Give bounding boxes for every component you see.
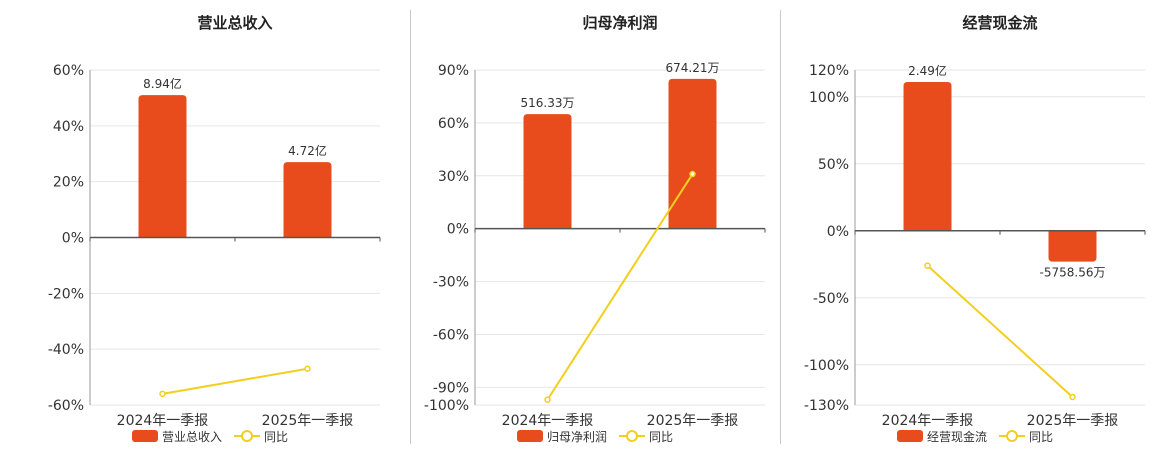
yoy-point <box>304 365 311 372</box>
x-tick-label: 2024年一季报 <box>117 413 209 429</box>
bar-data-label: 516.33万 <box>521 96 575 110</box>
x-tick-label: 2025年一季报 <box>262 413 354 429</box>
y-tick-label: -60% <box>433 327 469 343</box>
yoy-point <box>159 390 166 398</box>
bar <box>283 162 332 238</box>
legend-line-label: 同比 <box>1029 430 1053 444</box>
y-tick-label: 50% <box>818 157 849 173</box>
y-tick-label: -100% <box>804 358 849 374</box>
chart-title: 归母净利润 <box>582 14 657 32</box>
y-tick-label: -20% <box>48 286 84 302</box>
panel-divider <box>780 10 781 444</box>
x-tick-label: 2025年一季报 <box>1027 413 1119 429</box>
legend-line-marker <box>626 430 638 442</box>
yoy-point <box>544 396 551 403</box>
legend-line-marker <box>241 430 253 442</box>
y-tick-label: -50% <box>813 291 849 307</box>
legend-bar-swatch <box>897 430 923 442</box>
bar <box>1048 230 1097 262</box>
y-tick-label: 30% <box>438 169 469 185</box>
legend-bar-swatch <box>517 430 543 442</box>
legend-line-label: 同比 <box>264 430 288 444</box>
y-tick-label: 60% <box>53 63 84 79</box>
y-tick-label: 120% <box>809 63 849 79</box>
y-tick-label: 60% <box>438 116 469 132</box>
y-tick-label: 100% <box>809 90 849 106</box>
bar-data-label: 4.72亿 <box>288 143 327 158</box>
revenue-chart: 营业总收入 -60% -40% -20% 0% 20% 40% 60% 8.94亿 4.72亿 20… <box>48 14 381 444</box>
chart-title: 营业总收入 <box>197 14 272 32</box>
y-tick-label: -130% <box>804 398 849 414</box>
chart-legend: 经营现金流 同比 <box>897 429 1053 444</box>
chart-title: 经营现金流 <box>962 14 1037 32</box>
bar-data-label: 674.21万 <box>666 61 720 75</box>
x-tick-label: 2024年一季报 <box>882 413 974 429</box>
y-tick-label: -40% <box>48 342 84 358</box>
legend-bar-label: 经营现金流 <box>927 429 987 444</box>
panel-divider <box>410 10 411 444</box>
yoy-point <box>924 262 931 269</box>
y-tick-label: 0% <box>827 224 849 240</box>
chart-legend: 营业总收入 同比 <box>132 430 288 444</box>
y-tick-label: 90% <box>438 63 469 79</box>
y-tick-label: 0% <box>447 222 469 238</box>
legend-line-marker <box>1006 430 1018 442</box>
bar-data-label: 8.94亿 <box>143 76 182 91</box>
bar <box>138 95 187 238</box>
legend-line-label: 同比 <box>649 430 673 444</box>
bar-data-label: -5758.56万 <box>1040 266 1106 280</box>
chart-legend: 归母净利润 同比 <box>517 430 673 444</box>
yoy-line <box>926 264 1074 398</box>
x-tick-label: 2025年一季报 <box>647 413 739 429</box>
y-tick-label: -60% <box>48 398 84 414</box>
yoy-line <box>546 173 694 401</box>
legend-bar-swatch <box>132 430 158 442</box>
y-tick-label: -30% <box>433 275 469 291</box>
y-tick-label: 20% <box>53 175 84 191</box>
y-tick-label: -90% <box>433 380 469 396</box>
y-tick-label: 0% <box>62 231 84 247</box>
net-profit-chart: 归母净利润 -100% -90% -60% -30% 0% 30% 60% 90% 516.33万… <box>424 14 766 444</box>
bar-data-label: 2.49亿 <box>908 63 947 78</box>
bar <box>903 82 952 231</box>
yoy-point <box>1069 393 1076 401</box>
legend-bar-label: 营业总收入 <box>162 430 222 444</box>
yoy-point <box>689 170 696 178</box>
bar <box>668 78 717 229</box>
cash-flow-chart: 经营现金流 -130% -100% -50% 0% 50% 100% 120% 2.49亿 -57… <box>804 14 1146 444</box>
bar <box>523 114 572 229</box>
y-tick-label: -100% <box>424 398 469 414</box>
legend-bar-label: 归母净利润 <box>547 430 607 444</box>
y-tick-label: 40% <box>53 119 84 135</box>
yoy-line <box>162 367 308 395</box>
x-tick-label: 2024年一季报 <box>502 413 594 429</box>
